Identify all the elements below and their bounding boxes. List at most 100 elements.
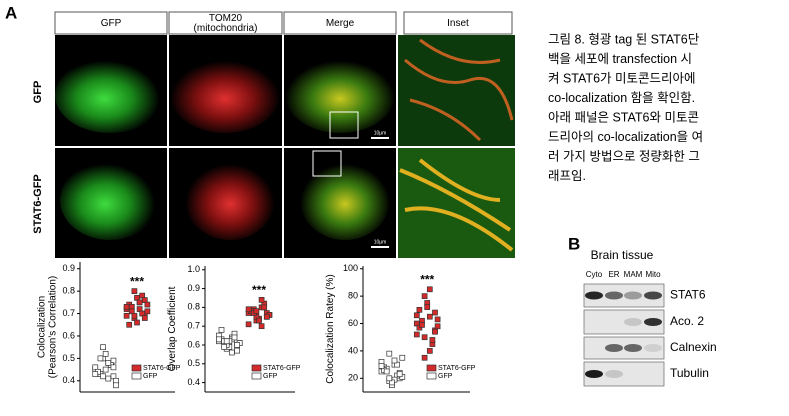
blot-band	[585, 370, 603, 378]
y-tick-label: 20	[348, 373, 358, 383]
caption-line: 켜 STAT6가 미토콘드리아에	[548, 71, 696, 85]
data-point	[105, 375, 112, 382]
data-point	[413, 331, 420, 338]
header-box	[403, 11, 513, 35]
micrographs	[55, 35, 515, 258]
data-point	[416, 306, 423, 313]
data-point	[100, 373, 106, 380]
caption-line: co-localization 함을 확인함.	[548, 91, 695, 105]
blot-band	[605, 370, 623, 378]
blot-row-label: Tubulin	[670, 366, 709, 380]
data-point	[253, 308, 260, 314]
scale-bar-label: 10μm	[374, 239, 387, 245]
column-header: Inset	[447, 18, 469, 29]
data-point	[144, 301, 151, 308]
row-label: STAT6-GFP	[32, 174, 44, 233]
data-point	[231, 334, 238, 341]
legend-label: STAT6-GFP	[263, 365, 301, 372]
data-point	[126, 321, 133, 328]
y-tick-label: 0.8	[62, 286, 75, 296]
column-header: TOM20 (mitochondria)	[194, 13, 258, 34]
data-point	[434, 323, 441, 330]
data-point	[144, 308, 151, 315]
data-point	[421, 293, 428, 299]
scale-bar-label: 10μm	[374, 130, 387, 136]
data-point	[421, 354, 428, 361]
data-point	[386, 375, 393, 382]
blot-band	[585, 291, 603, 300]
y-tick-label: 0.4	[62, 375, 75, 385]
data-point	[234, 342, 240, 348]
y-tick-label: 100	[343, 263, 358, 273]
blot-band	[624, 291, 642, 300]
blot-strip	[583, 283, 665, 308]
significance: ***	[252, 283, 266, 297]
legend-label: STAT6-GFP	[438, 365, 476, 372]
row-label: GFP	[32, 81, 44, 104]
y-axis-label: Overlap Coefficient	[167, 286, 178, 371]
legend-swatch	[251, 364, 262, 372]
data-point	[229, 349, 235, 356]
legend-swatch	[251, 372, 262, 380]
data-point	[102, 366, 109, 373]
y-tick-label: 0.6	[62, 330, 75, 340]
y-axis-label: Colocalization Ratey (%)	[325, 274, 336, 384]
data-point	[426, 348, 433, 354]
data-point	[432, 328, 438, 335]
header-box	[283, 11, 397, 35]
legend-swatch	[426, 372, 437, 380]
data-point	[399, 354, 406, 361]
data-point	[221, 344, 227, 350]
header-box	[54, 11, 168, 35]
caption-line: 래프임.	[548, 169, 586, 183]
y-tick-label: 0.4	[187, 377, 200, 387]
data-point	[396, 371, 403, 378]
y-tick-label: 0.6	[187, 339, 200, 349]
data-point	[256, 317, 262, 324]
data-point	[92, 371, 99, 377]
data-point	[383, 368, 390, 375]
blot-band	[644, 344, 662, 352]
data-point	[245, 306, 252, 313]
column-header: GFP	[101, 18, 122, 29]
legend-swatch	[426, 364, 437, 372]
caption-line: 그림 8. 형광 tag 된 STAT6단	[548, 32, 700, 46]
data-point	[100, 344, 106, 351]
lane-label: Cyto	[586, 270, 603, 279]
data-point	[432, 309, 438, 316]
legend-swatch	[131, 364, 142, 372]
caption-line: 러 가지 방법으로 정량화한 그	[548, 149, 700, 163]
data-point	[426, 286, 433, 293]
significance: ***	[420, 272, 434, 286]
data-point	[258, 297, 265, 303]
data-point	[131, 288, 138, 294]
data-point	[123, 312, 130, 319]
caption-line: 백을 세포에 transfection 시	[548, 52, 692, 66]
blot-band	[644, 291, 662, 300]
data-point	[97, 355, 104, 362]
blot-band	[605, 291, 623, 300]
data-point	[234, 347, 240, 354]
panel-label: A	[5, 3, 17, 22]
blot-strip	[583, 361, 665, 387]
data-point	[113, 382, 119, 389]
data-point	[426, 313, 433, 320]
data-point	[141, 315, 148, 321]
blot-row-label: Aco. 2	[670, 314, 704, 328]
blot-row-label: STAT6	[670, 288, 706, 302]
y-tick-label: 60	[348, 318, 358, 328]
significance: ***	[130, 274, 144, 288]
data-point	[258, 323, 265, 330]
legend-label: GFP	[263, 373, 278, 380]
y-tick-label: 0.5	[62, 353, 75, 363]
data-point	[421, 334, 428, 341]
legend-swatch	[131, 372, 142, 380]
caption-line: 드리아의 co-localization을 여	[548, 130, 703, 144]
blot-band	[624, 318, 642, 326]
lane-label: Mito	[645, 270, 661, 279]
lane-label: MAM	[624, 270, 643, 279]
blot-band	[605, 344, 623, 352]
y-tick-label: 40	[348, 345, 358, 355]
blot-row-label: Calnexin	[670, 340, 717, 354]
